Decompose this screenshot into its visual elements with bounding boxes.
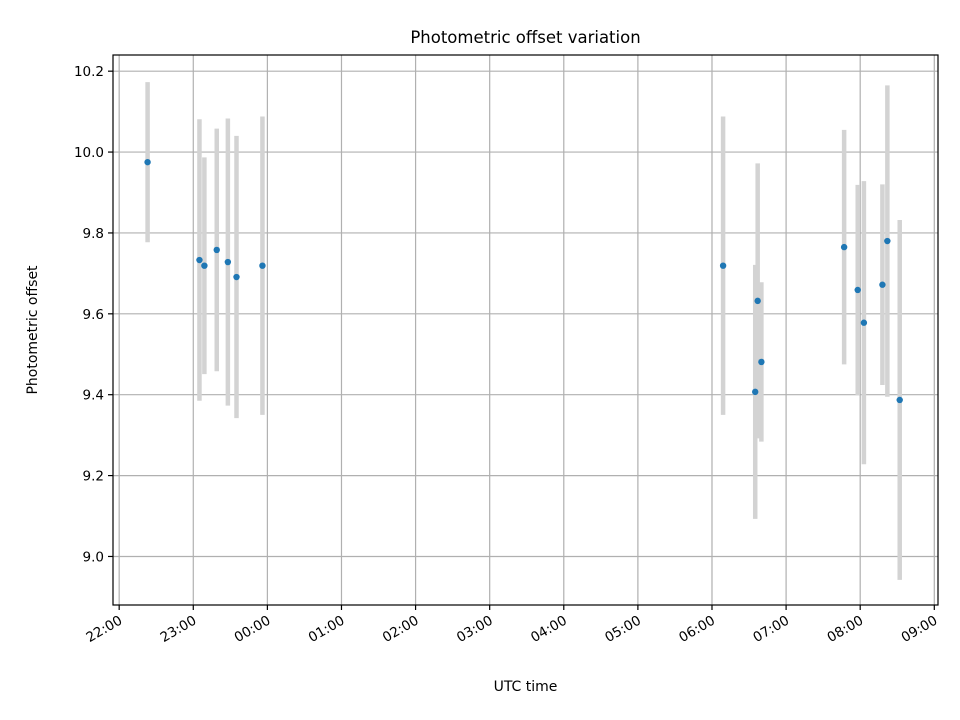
y-tick-label: 9.6: [83, 307, 104, 323]
data-point: [860, 319, 868, 326]
errorbar-layer: [145, 82, 902, 580]
plot-frame: [112, 54, 939, 606]
x-tick-label: 07:00: [750, 613, 792, 646]
x-tick-label: 02:00: [380, 613, 422, 646]
grid-layer: [113, 55, 938, 605]
data-point: [224, 258, 232, 266]
x-axis-label: UTC time: [494, 679, 558, 695]
y-tick-label: 9.0: [83, 549, 104, 565]
data-point: [233, 273, 240, 281]
y-tick-label: 9.4: [83, 388, 104, 404]
data-point: [196, 256, 203, 264]
y-tick-label: 10.0: [74, 145, 104, 161]
x-tick-label: 01:00: [306, 613, 348, 646]
x-tick-label: 05:00: [602, 613, 644, 646]
data-point: [144, 158, 151, 166]
data-point: [754, 297, 761, 305]
x-tick-label: 22:00: [83, 613, 125, 646]
x-tick-label: 06:00: [676, 613, 718, 646]
x-tick-label: 09:00: [899, 613, 941, 646]
x-tick-label: 00:00: [232, 613, 274, 646]
x-tick-label: 04:00: [528, 613, 570, 646]
data-point: [879, 281, 886, 288]
y-tick-label: 9.8: [83, 226, 104, 242]
y-tick-label: 10.2: [74, 64, 104, 80]
data-point: [719, 262, 727, 269]
data-point: [758, 358, 765, 366]
point-layer: [144, 158, 903, 404]
data-point: [840, 243, 848, 251]
data-point: [201, 262, 208, 269]
data-point: [259, 262, 266, 269]
data-point: [752, 388, 759, 396]
y-axis-label: Photometric offset: [25, 265, 41, 395]
chart-title: Photometric offset variation: [410, 28, 640, 47]
data-point: [896, 396, 903, 404]
data-point: [213, 246, 220, 254]
x-tick-label: 03:00: [454, 613, 496, 646]
data-point: [884, 237, 891, 245]
y-tick-label: 9.2: [83, 469, 104, 485]
data-point: [854, 286, 861, 294]
x-tick-label: 23:00: [158, 613, 200, 646]
x-tick-label: 08:00: [824, 613, 866, 646]
